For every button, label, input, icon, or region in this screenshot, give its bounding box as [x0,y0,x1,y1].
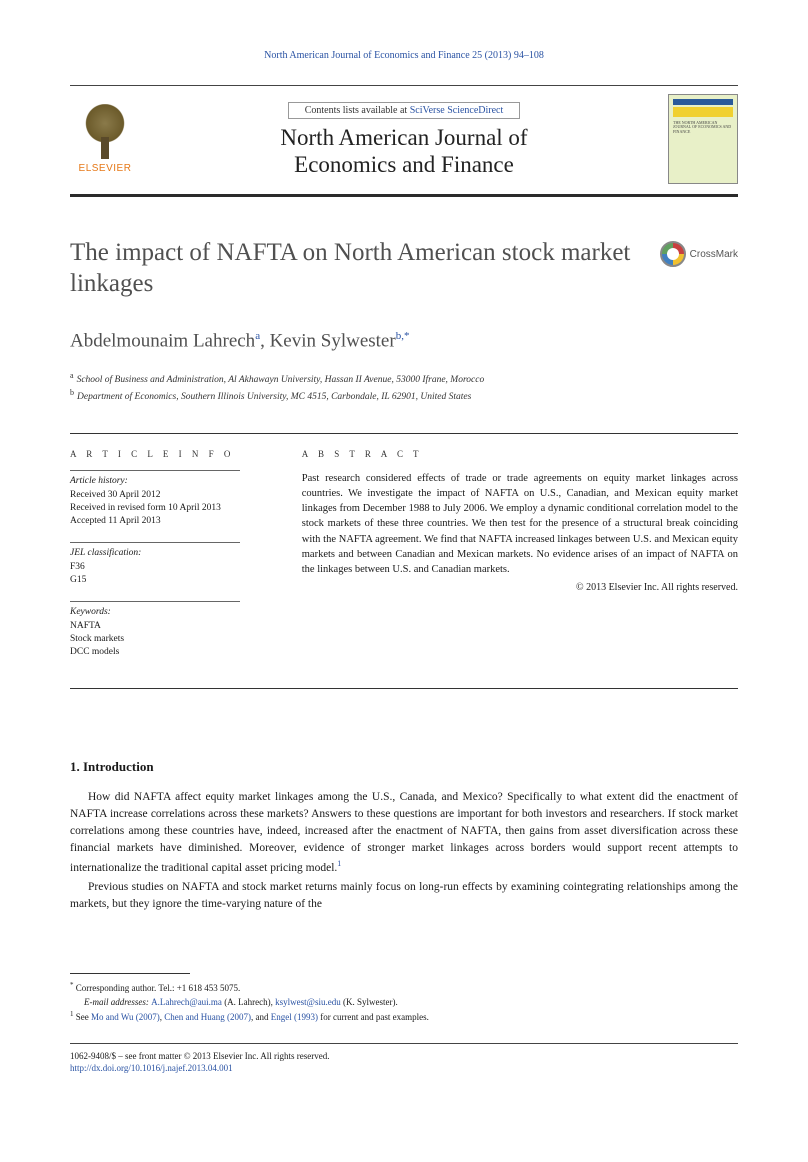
info-abstract-row: a r t i c l e i n f o Article history: R… [70,433,738,689]
article-history-block: Article history: Received 30 April 2012 … [70,470,270,528]
elsevier-logo: ELSEVIER [70,99,140,179]
affil-b-text: Department of Economics, Southern Illino… [77,392,471,402]
footnote-1-ref[interactable]: 1 [337,859,341,868]
cite-chen-huang-2007[interactable]: Chen and Huang (2007) [164,1012,251,1022]
intro-para-1-text: How did NAFTA affect equity market linka… [70,791,738,874]
crossmark-label: CrossMark [690,249,738,260]
jel-code-2: G15 [70,574,270,587]
keywords-label: Keywords: [70,606,270,619]
article-info-column: a r t i c l e i n f o Article history: R… [70,434,284,688]
journal-name: North American Journal of Economics and … [154,125,654,178]
crossmark-icon [660,241,686,267]
email-label: E-mail addresses: [84,997,151,1007]
doi-link[interactable]: http://dx.doi.org/10.1016/j.najef.2013.0… [70,1062,738,1075]
journal-name-line2: Economics and Finance [294,152,514,177]
footnotes-block: * Corresponding author. Tel.: +1 618 453… [70,980,738,1025]
cite-engel-1993[interactable]: Engel (1993) [271,1012,318,1022]
fn1-c: , and [251,1012,271,1022]
title-row: The impact of NAFTA on North American st… [70,237,738,300]
cite-mo-wu-2007[interactable]: Mo and Wu (2007) [91,1012,160,1022]
jel-code-1: F36 [70,561,270,574]
keyword-3: DCC models [70,646,270,659]
jel-block: JEL classification: F36 G15 [70,542,270,587]
revised-date: Received in revised form 10 April 2013 [70,502,270,515]
abstract-copyright: © 2013 Elsevier Inc. All rights reserved… [302,581,738,596]
email-footnote: E-mail addresses: A.Lahrech@aui.ma (A. L… [70,996,738,1010]
affiliation-a: aSchool of Business and Administration, … [70,370,738,387]
fn1-a: See [76,1012,91,1022]
masthead-center: Contents lists available at SciVerse Sci… [154,100,654,178]
affil-a-text: School of Business and Administration, A… [77,375,485,385]
affiliations: aSchool of Business and Administration, … [70,370,738,405]
abstract-heading: a b s t r a c t [302,448,738,461]
corr-footnote-text: Corresponding author. Tel.: +1 618 453 5… [76,983,241,993]
running-head: North American Journal of Economics and … [70,50,738,61]
corresponding-mark: * [404,330,410,342]
footnote-1-mark: 1 [70,1010,74,1018]
issn-copyright-line: 1062-9408/$ – see front matter © 2013 El… [70,1050,738,1063]
received-date: Received 30 April 2012 [70,489,270,502]
article-title: The impact of NAFTA on North American st… [70,237,640,300]
bottom-rule [70,1043,738,1044]
author-1: Abdelmounaim Lahrech [70,330,255,351]
author-1-affil-mark: a [255,330,260,342]
footnote-1: 1 See Mo and Wu (2007), Chen and Huang (… [70,1009,738,1025]
affil-b-sup: b [70,388,74,397]
bottom-info: 1062-9408/$ – see front matter © 2013 El… [70,1050,738,1075]
abstract-column: a b s t r a c t Past research considered… [284,434,738,688]
contents-available-line: Contents lists available at SciVerse Sci… [288,102,521,119]
sciencedirect-link[interactable]: SciVerse ScienceDirect [410,105,504,116]
author-2-affil-mark: b, [396,330,404,342]
fn1-d: for current and past examples. [318,1012,429,1022]
section-1-heading: 1. Introduction [70,759,738,775]
intro-para-2: Previous studies on NAFTA and stock mark… [70,879,738,914]
corr-footnote-mark: * [70,981,74,989]
history-label: Article history: [70,475,270,488]
journal-masthead: ELSEVIER Contents lists available at Sci… [70,85,738,197]
keywords-block: Keywords: NAFTA Stock markets DCC models [70,601,270,659]
contents-prefix: Contents lists available at [305,105,410,116]
accepted-date: Accepted 11 April 2013 [70,515,270,528]
elsevier-tree-icon [75,104,135,159]
journal-name-line1: North American Journal of [280,125,527,150]
jel-label: JEL classification: [70,547,270,560]
email-2[interactable]: ksylwest@siu.edu [275,997,341,1007]
author-2: Kevin Sylwester [270,330,396,351]
footnote-rule [70,973,190,974]
journal-cover-thumbnail: THE NORTH AMERICAN JOURNAL OF ECONOMICS … [668,94,738,184]
crossmark-widget[interactable]: CrossMark [660,241,738,267]
article-info-heading: a r t i c l e i n f o [70,448,270,461]
affil-a-sup: a [70,371,74,380]
corresponding-footnote: * Corresponding author. Tel.: +1 618 453… [70,980,738,996]
authors-line: Abdelmounaim Lahrecha, Kevin Sylwesterb,… [70,330,738,352]
keyword-2: Stock markets [70,633,270,646]
email-2-who: (K. Sylwester). [341,997,398,1007]
email-1[interactable]: A.Lahrech@aui.ma [151,997,222,1007]
elsevier-wordmark: ELSEVIER [79,163,132,174]
abstract-body: Past research considered effects of trad… [302,471,738,578]
intro-para-1: How did NAFTA affect equity market linka… [70,789,738,877]
keyword-1: NAFTA [70,620,270,633]
email-1-who: (A. Lahrech), [222,997,275,1007]
affiliation-b: bDepartment of Economics, Southern Illin… [70,387,738,404]
